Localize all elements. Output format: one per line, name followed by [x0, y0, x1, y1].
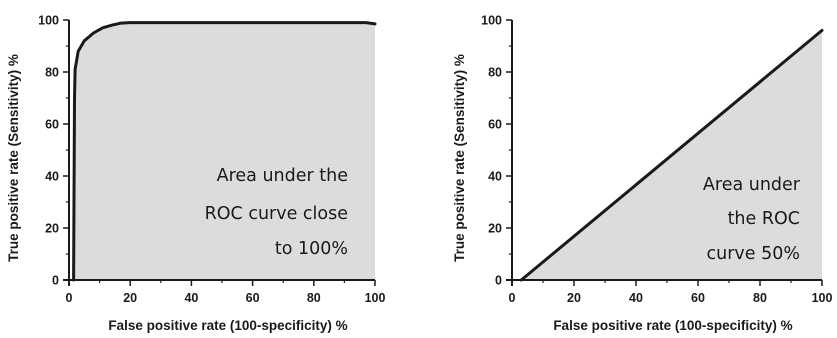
- y-tick-label: 60: [45, 118, 59, 132]
- y-tick-label: 40: [45, 170, 59, 184]
- y-tick-label: 0: [495, 274, 502, 288]
- x-axis-label: False positive rate (100-specificity) %: [553, 318, 792, 333]
- annotation-line: Area under: [703, 175, 801, 195]
- roc-area-fill: [73, 22, 375, 280]
- x-tick-label: 100: [812, 291, 833, 305]
- x-tick-label: 0: [509, 291, 516, 305]
- x-tick-label: 20: [567, 291, 581, 305]
- annotation-line: to 100%: [275, 239, 348, 259]
- x-axis-label: False positive rate (100-specificity) %: [108, 318, 347, 333]
- y-tick-label: 20: [45, 222, 59, 236]
- x-tick-label: 40: [629, 291, 643, 305]
- roc-curve-line: [519, 28, 824, 282]
- y-tick-label: 60: [488, 118, 502, 132]
- x-tick-label: 0: [66, 291, 73, 305]
- x-tick-label: 60: [691, 291, 705, 305]
- annotation-line: the ROC: [728, 209, 800, 229]
- x-tick-label: 60: [246, 291, 260, 305]
- y-tick-label: 100: [38, 14, 59, 28]
- x-tick-label: 20: [123, 291, 137, 305]
- roc-chart-fifty-auc: 0 20 40 60 80 100 0 20 40 60 80 100 False positive r…: [452, 14, 832, 334]
- annotation-line: ROC curve close: [205, 204, 348, 224]
- roc-curve-line: [72, 21, 377, 282]
- y-axis-label: True positive rate (Sensitivity) %: [6, 54, 21, 262]
- x-tick-label: 80: [307, 291, 321, 305]
- y-tick-label: 20: [488, 222, 502, 236]
- x-tick-label: 100: [365, 291, 386, 305]
- roc-chart-high-auc: 0 20 40 60 80 100 0 20 40 60 80 100 False positive r…: [6, 14, 385, 334]
- y-tick-label: 80: [45, 66, 59, 80]
- y-tick-label: 80: [488, 66, 502, 80]
- annotation-line: Area under the: [217, 166, 348, 186]
- y-tick-label: 0: [52, 274, 59, 288]
- x-tick-label: 40: [184, 291, 198, 305]
- x-tick-label: 80: [753, 291, 767, 305]
- y-tick-label: 40: [488, 170, 502, 184]
- y-axis-label: True positive rate (Sensitivity) %: [452, 54, 467, 262]
- annotation-line: curve 50%: [707, 244, 801, 264]
- y-tick-label: 100: [481, 14, 502, 28]
